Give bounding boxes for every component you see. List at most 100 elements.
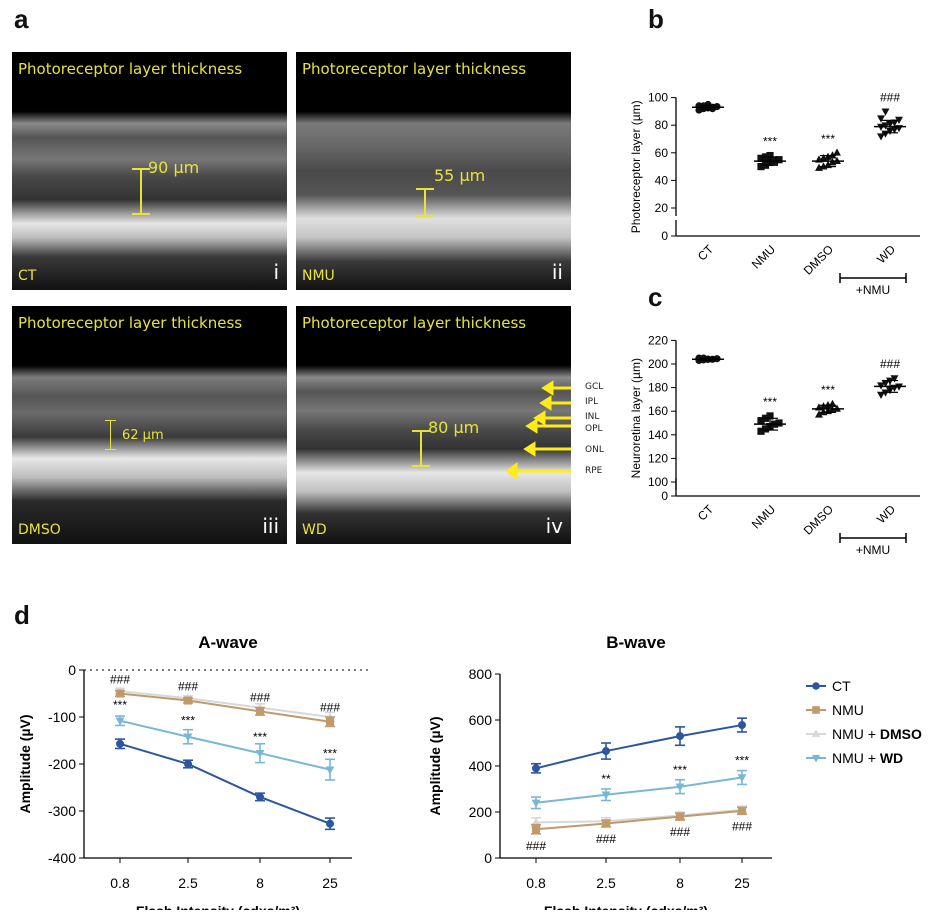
data-point [532,825,540,834]
significance-label: *** [323,747,337,761]
y-tick-label: 600 [469,712,493,728]
y-tick-label: 140 [648,428,668,442]
measure-bar [420,430,422,466]
panel-letter-a: a [14,4,29,34]
layer-label-onl: ONL [585,445,604,455]
data-point [183,733,193,742]
data-point [326,717,334,726]
x-tick-label: WD [874,502,898,526]
x-tick-label: 0.8 [526,875,546,891]
oct-texture [12,306,287,544]
data-point [532,764,540,773]
measure-cap-top [132,168,150,170]
x-tick-label: CT [695,242,717,264]
y-tick-label: 60 [655,146,669,160]
layer-label-ipl: IPL [585,397,599,407]
significance-label: *** [673,763,687,777]
chart-title: B-wave [606,633,666,652]
data-point [757,163,765,171]
oct-image-ct: Photoreceptor layer thickness 90 µm CT i [12,52,287,290]
y-tick-label: 20 [655,201,669,215]
measure-cap-top [416,188,434,190]
legend-label-text: CT [832,678,851,694]
panel-letter-b: b [648,4,664,34]
layer-label-inl: INL [585,412,600,422]
x-tick-label: DMSO [801,502,836,537]
layer-label-rpe: RPE [585,466,603,476]
x-axis-label: Flash Intensity (cdxs/m²) [136,903,300,910]
condition-label: DMSO [18,522,61,538]
y-axis-label: Amplitude (µV) [427,716,443,815]
legend-marker [812,706,820,714]
group-label: +NMU [856,283,890,297]
significance-label: ### [880,90,900,104]
oct-image-dmso: Photoreceptor layer thickness 62 µm DMSO… [12,306,287,544]
y-tick-label: -100 [48,709,76,725]
measure-label: 90 µm [148,158,200,177]
image-numeral: i [273,260,279,284]
y-tick-label: -300 [48,803,76,819]
data-point [116,739,124,748]
condition-label: WD [302,522,327,538]
series-line [119,692,331,723]
significance-label: ### [178,680,198,694]
data-point [881,380,890,388]
legend-label-text: NMU + [832,750,880,766]
data-point [602,747,610,756]
data-point [326,819,334,828]
y-tick-label: 0 [484,850,492,866]
oct-image-nmu: Photoreceptor layer thickness 55 µm NMU … [296,52,571,290]
oct-title: Photoreceptor layer thickness [302,314,527,332]
significance-label: ### [526,839,546,853]
image-numeral: ii [551,260,563,284]
data-point [890,375,899,383]
y-tick-label: 200 [648,357,668,371]
significance-label: ### [732,819,752,833]
x-tick-label: CT [695,502,717,524]
data-point [877,391,885,399]
data-point [828,399,837,407]
significance-label: ### [110,673,130,687]
significance-label: ### [320,701,340,715]
data-point [757,154,765,162]
data-point [601,791,611,800]
y-tick-label: 80 [655,118,669,132]
series-line [535,776,743,804]
panel-letter-c: c [648,282,663,312]
oct-title: Photoreceptor layer thickness [302,60,527,78]
legend-label: NMU + WD [832,750,903,766]
significance-label: *** [181,714,195,728]
significance-label: *** [821,383,835,397]
significance-label: *** [253,730,267,744]
b-wave-chart: B-wave 0 200 400 600 800 0.8 2.5 8 25 Flash Intens… [427,633,772,910]
data-point [116,689,124,698]
significance-label: *** [821,132,835,146]
data-point [757,427,765,435]
condition-label: NMU [302,268,335,284]
y-tick-label: 120 [648,451,668,465]
data-point [676,812,684,821]
image-numeral: iv [545,514,563,538]
oct-texture [296,306,571,544]
image-numeral: iii [262,514,279,538]
measure-cap-bottom [412,465,430,467]
measure-cap-bottom [132,213,150,215]
y-tick-label: 40 [655,173,669,187]
data-point [766,151,774,160]
data-point [775,419,783,427]
data-point [255,749,265,758]
series-line [119,742,331,825]
layer-label-gcl: GCL [585,382,604,392]
oct-texture [296,52,571,290]
x-tick-label: 8 [676,875,684,891]
legend-marker [812,682,820,690]
y-tick-label: 100 [648,91,668,105]
x-axis-label: Flash Intensity (cdxs/m²) [544,903,708,910]
data-point [115,717,125,726]
data-point [815,410,823,418]
data-point [531,799,541,808]
x-tick-label: 25 [322,875,338,891]
y-tick-label: 0 [661,489,668,503]
data-point [184,696,192,705]
